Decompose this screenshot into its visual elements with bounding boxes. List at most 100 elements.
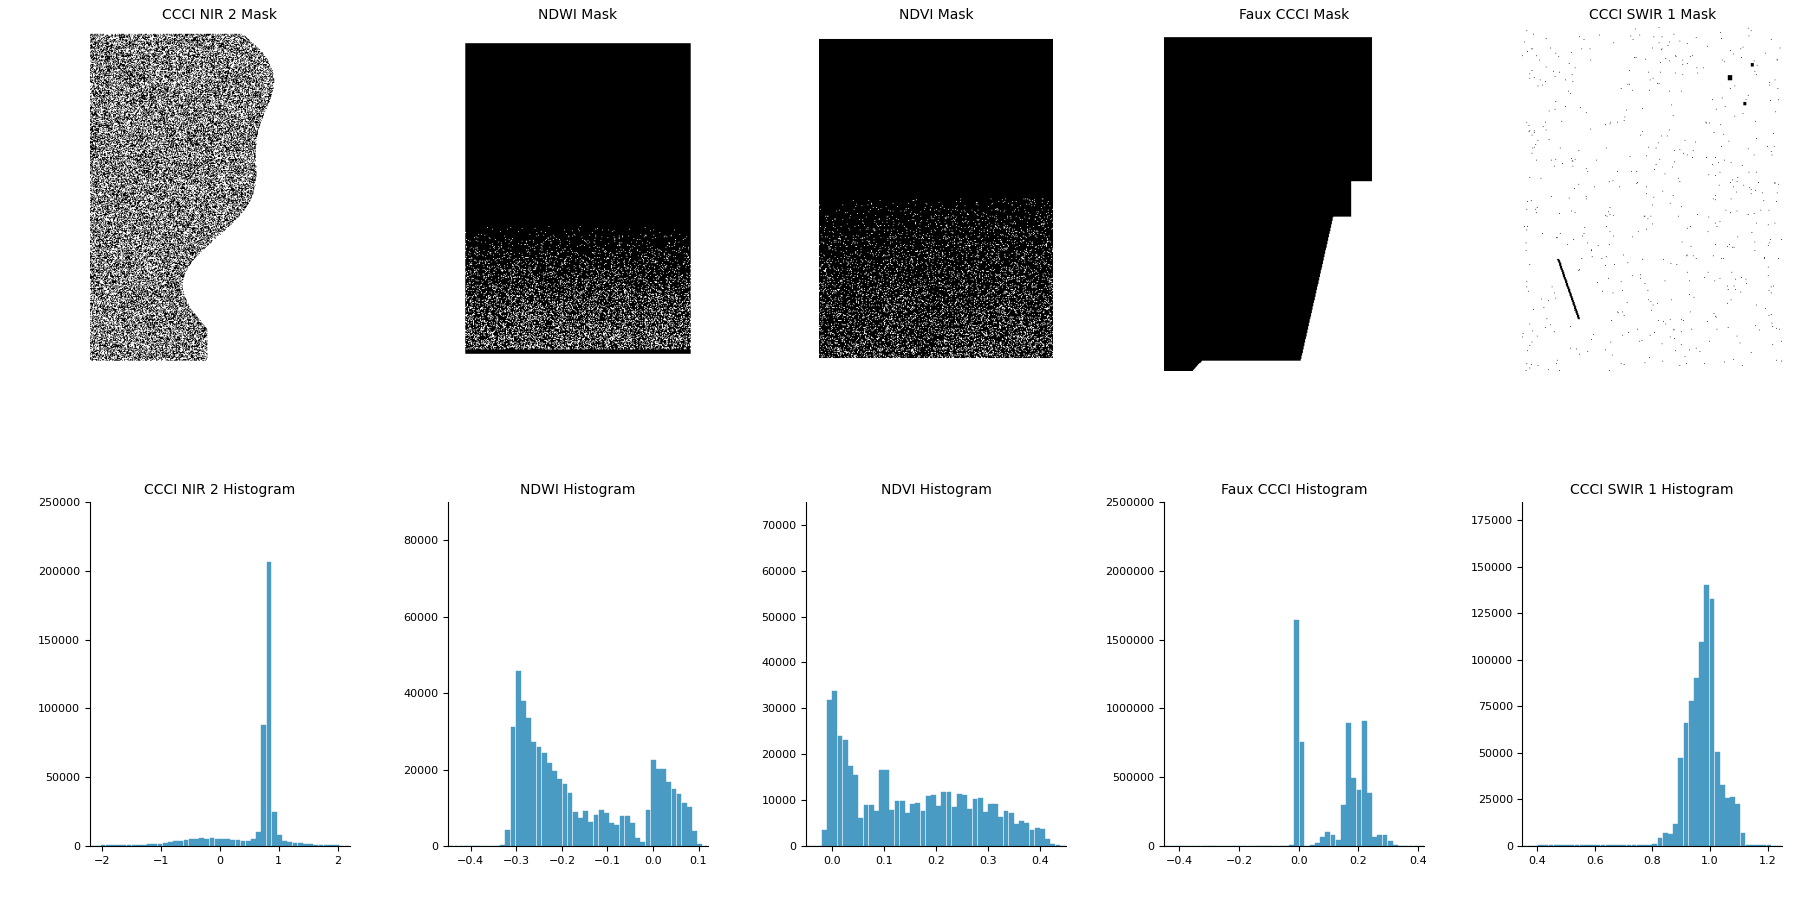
Bar: [1688, 701, 1694, 846]
Bar: [194, 839, 198, 846]
Bar: [1316, 843, 1319, 846]
Bar: [261, 725, 266, 846]
Bar: [205, 839, 209, 846]
Bar: [236, 841, 241, 846]
Bar: [220, 839, 225, 846]
Bar: [167, 842, 173, 846]
Bar: [619, 816, 625, 846]
Bar: [999, 817, 1003, 846]
Bar: [209, 839, 214, 846]
Bar: [542, 753, 547, 846]
Bar: [230, 840, 236, 846]
Bar: [1721, 786, 1724, 846]
Bar: [1705, 585, 1710, 846]
Bar: [225, 839, 230, 846]
Bar: [189, 839, 194, 846]
Bar: [594, 815, 598, 846]
Bar: [1336, 840, 1341, 846]
Bar: [1652, 843, 1658, 846]
Title: CCCI NIR 2 Mask: CCCI NIR 2 Mask: [162, 8, 277, 22]
Bar: [1678, 759, 1683, 846]
Bar: [967, 809, 972, 846]
Bar: [288, 842, 292, 846]
Bar: [1647, 845, 1652, 846]
Bar: [1013, 824, 1019, 846]
Bar: [173, 842, 178, 846]
Bar: [1300, 742, 1305, 846]
Bar: [324, 845, 329, 846]
Bar: [599, 809, 603, 846]
Bar: [1388, 841, 1393, 846]
Bar: [1724, 797, 1730, 846]
Bar: [1051, 844, 1055, 846]
Title: NDWI Mask: NDWI Mask: [538, 8, 617, 22]
Bar: [526, 717, 531, 846]
Title: CCCI SWIR 1 Mask: CCCI SWIR 1 Mask: [1589, 8, 1715, 22]
Bar: [266, 562, 272, 846]
Bar: [283, 842, 286, 846]
Bar: [214, 839, 220, 846]
Bar: [941, 792, 947, 846]
Bar: [853, 775, 859, 846]
Bar: [1352, 778, 1355, 846]
Bar: [272, 812, 277, 846]
Bar: [158, 844, 162, 846]
Bar: [1030, 830, 1035, 846]
Bar: [677, 794, 682, 846]
Title: NDVI Histogram: NDVI Histogram: [880, 482, 992, 497]
Bar: [864, 806, 868, 846]
Bar: [1004, 811, 1008, 846]
Bar: [646, 809, 650, 846]
Title: NDVI Mask: NDVI Mask: [898, 8, 974, 22]
Bar: [329, 845, 333, 846]
Bar: [1669, 834, 1672, 846]
Bar: [162, 843, 167, 846]
Bar: [1346, 724, 1352, 846]
Bar: [1694, 678, 1699, 846]
Bar: [652, 760, 655, 846]
Bar: [1372, 837, 1377, 846]
Bar: [293, 842, 297, 846]
Bar: [875, 811, 878, 846]
Bar: [553, 771, 556, 846]
Title: CCCI SWIR 1 Histogram: CCCI SWIR 1 Histogram: [1570, 482, 1733, 497]
Bar: [1040, 830, 1044, 846]
Bar: [671, 788, 677, 846]
Bar: [905, 814, 909, 846]
Bar: [884, 770, 889, 846]
Bar: [1683, 724, 1688, 846]
Bar: [916, 803, 920, 846]
Bar: [531, 742, 536, 846]
Bar: [517, 670, 520, 846]
Bar: [1730, 796, 1735, 846]
Bar: [178, 841, 184, 846]
Bar: [988, 804, 994, 846]
Bar: [1294, 620, 1300, 846]
Title: Faux CCCI Histogram: Faux CCCI Histogram: [1220, 482, 1368, 497]
Bar: [688, 806, 691, 846]
Bar: [1363, 721, 1366, 846]
Bar: [661, 770, 666, 846]
Bar: [697, 844, 702, 846]
Bar: [506, 830, 509, 846]
Bar: [153, 844, 157, 846]
Bar: [682, 803, 686, 846]
Bar: [1019, 821, 1024, 846]
Bar: [137, 845, 142, 846]
Bar: [547, 763, 553, 846]
Bar: [1746, 845, 1751, 846]
Bar: [1382, 835, 1388, 846]
Bar: [614, 824, 619, 846]
Bar: [536, 747, 542, 846]
Bar: [1699, 642, 1705, 846]
Bar: [142, 845, 148, 846]
Bar: [148, 844, 151, 846]
Bar: [572, 812, 578, 846]
Bar: [558, 778, 562, 846]
Bar: [1035, 828, 1040, 846]
Bar: [983, 812, 988, 846]
Bar: [931, 795, 936, 846]
Bar: [972, 799, 977, 846]
Bar: [889, 810, 895, 846]
Bar: [1715, 752, 1719, 846]
